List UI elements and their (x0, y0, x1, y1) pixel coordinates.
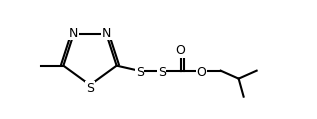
Text: N: N (102, 27, 111, 40)
Text: S: S (86, 82, 94, 94)
Text: O: O (197, 66, 207, 79)
Text: S: S (158, 66, 165, 79)
Text: O: O (176, 44, 185, 57)
Text: S: S (136, 66, 144, 79)
Text: N: N (69, 27, 78, 40)
